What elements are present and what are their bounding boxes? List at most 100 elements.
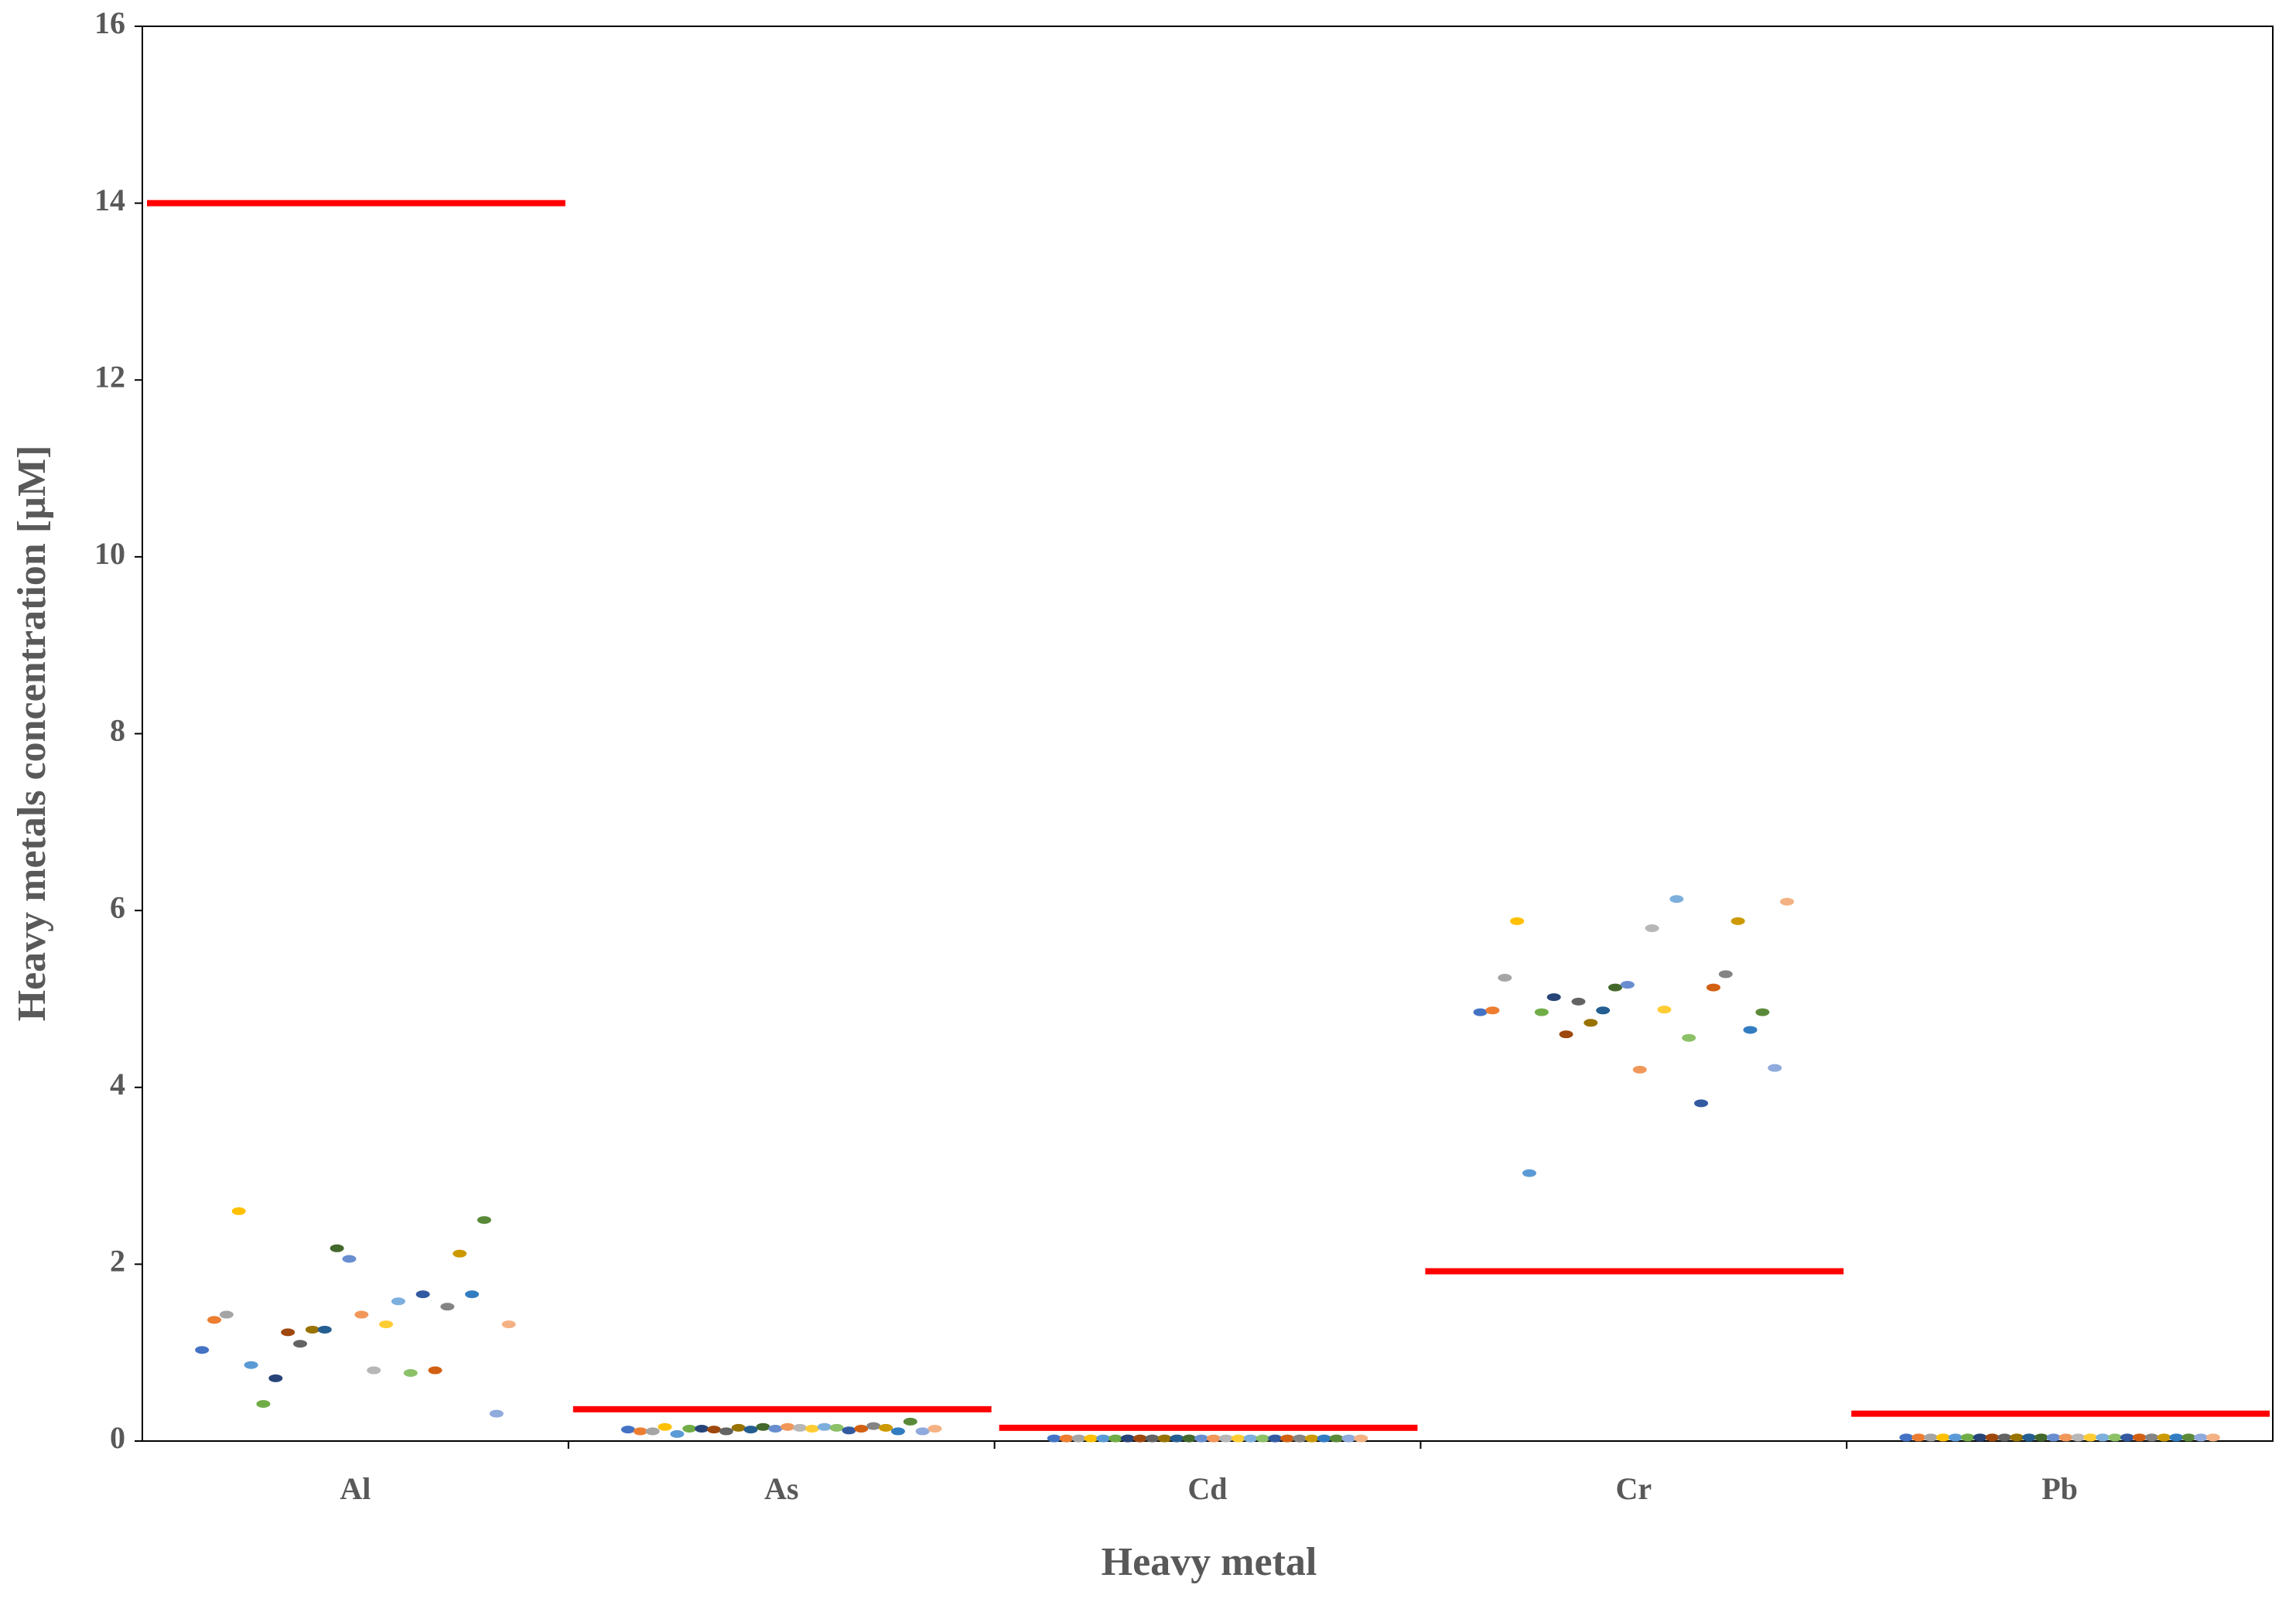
point bbox=[805, 1424, 819, 1433]
y-tick-label: 8 bbox=[110, 713, 125, 748]
point bbox=[1768, 1064, 1782, 1072]
y-axis-title: Heavy metals concentration [µM] bbox=[10, 446, 54, 1022]
point bbox=[1718, 970, 1733, 978]
point bbox=[1522, 1169, 1536, 1177]
x-axis-title: Heavy metal bbox=[1102, 1540, 1317, 1584]
point bbox=[2107, 1433, 2122, 1442]
point bbox=[633, 1427, 647, 1436]
point bbox=[1632, 1065, 1647, 1074]
point bbox=[670, 1429, 685, 1438]
point bbox=[465, 1290, 480, 1299]
point bbox=[879, 1423, 893, 1432]
point bbox=[658, 1422, 672, 1431]
point bbox=[1109, 1434, 1123, 1443]
point bbox=[829, 1423, 844, 1432]
point bbox=[1071, 1434, 1086, 1443]
point bbox=[1157, 1434, 1172, 1443]
point bbox=[1145, 1434, 1160, 1443]
point bbox=[1120, 1434, 1135, 1443]
x-tick-label: As bbox=[764, 1471, 798, 1506]
point bbox=[428, 1366, 442, 1375]
point bbox=[1268, 1434, 1283, 1443]
point bbox=[1206, 1434, 1221, 1443]
point bbox=[354, 1310, 369, 1319]
point bbox=[1194, 1434, 1209, 1443]
point bbox=[866, 1422, 881, 1430]
point bbox=[293, 1340, 308, 1348]
point bbox=[231, 1207, 246, 1215]
point bbox=[1960, 1433, 1975, 1442]
point bbox=[379, 1320, 394, 1329]
point bbox=[1731, 917, 1745, 925]
point bbox=[391, 1297, 405, 1306]
point bbox=[1059, 1434, 1074, 1443]
point bbox=[1694, 1099, 1709, 1108]
point bbox=[1354, 1434, 1368, 1443]
point bbox=[719, 1427, 733, 1436]
point bbox=[1317, 1434, 1331, 1443]
point bbox=[440, 1303, 455, 1311]
point bbox=[1755, 1008, 1770, 1016]
x-tick-label: Pb bbox=[2041, 1471, 2078, 1506]
point bbox=[219, 1310, 234, 1319]
point bbox=[415, 1290, 430, 1299]
point bbox=[2182, 1433, 2196, 1442]
point bbox=[1329, 1434, 1344, 1443]
point bbox=[342, 1255, 357, 1263]
y-tick-label: 6 bbox=[110, 890, 125, 924]
point bbox=[928, 1424, 942, 1433]
point bbox=[854, 1424, 869, 1433]
point bbox=[1899, 1433, 1914, 1442]
point bbox=[842, 1426, 856, 1435]
point bbox=[2144, 1433, 2159, 1442]
y-tick-label: 0 bbox=[110, 1420, 125, 1455]
point bbox=[1498, 974, 1512, 982]
point bbox=[268, 1374, 283, 1382]
point bbox=[1645, 924, 1659, 932]
point bbox=[2120, 1433, 2134, 1442]
point bbox=[195, 1346, 210, 1354]
point bbox=[2021, 1433, 2036, 1442]
point bbox=[489, 1409, 504, 1418]
point bbox=[2046, 1433, 2061, 1442]
point bbox=[1620, 981, 1635, 989]
point bbox=[317, 1325, 332, 1334]
point bbox=[1084, 1434, 1098, 1443]
point bbox=[367, 1366, 381, 1375]
point bbox=[781, 1422, 795, 1431]
point bbox=[1256, 1434, 1270, 1443]
point bbox=[281, 1328, 296, 1337]
point bbox=[1973, 1433, 1987, 1442]
point bbox=[915, 1427, 930, 1436]
point bbox=[2194, 1433, 2209, 1442]
y-tick-label: 4 bbox=[110, 1067, 125, 1101]
point bbox=[256, 1399, 271, 1408]
point bbox=[1534, 1008, 1549, 1016]
point bbox=[207, 1316, 221, 1324]
point bbox=[2169, 1433, 2184, 1442]
point bbox=[1473, 1008, 1488, 1016]
point bbox=[1608, 983, 1623, 992]
point bbox=[792, 1423, 807, 1432]
point bbox=[2205, 1433, 2220, 1442]
point bbox=[768, 1424, 783, 1433]
point bbox=[2034, 1433, 2048, 1442]
point bbox=[1657, 1006, 1672, 1014]
point bbox=[1218, 1434, 1233, 1443]
x-tick-label: Al bbox=[340, 1471, 371, 1506]
point bbox=[1341, 1434, 1356, 1443]
point bbox=[1706, 983, 1720, 992]
point bbox=[1133, 1434, 1147, 1443]
point bbox=[817, 1422, 832, 1431]
point bbox=[2132, 1433, 2147, 1442]
y-tick-label: 14 bbox=[94, 183, 125, 217]
point bbox=[1231, 1434, 1245, 1443]
point bbox=[1780, 897, 1795, 906]
point bbox=[1304, 1434, 1319, 1443]
point bbox=[890, 1427, 905, 1436]
point bbox=[1559, 1030, 1573, 1039]
point bbox=[1912, 1433, 1926, 1442]
point bbox=[743, 1426, 758, 1434]
point bbox=[305, 1325, 319, 1334]
